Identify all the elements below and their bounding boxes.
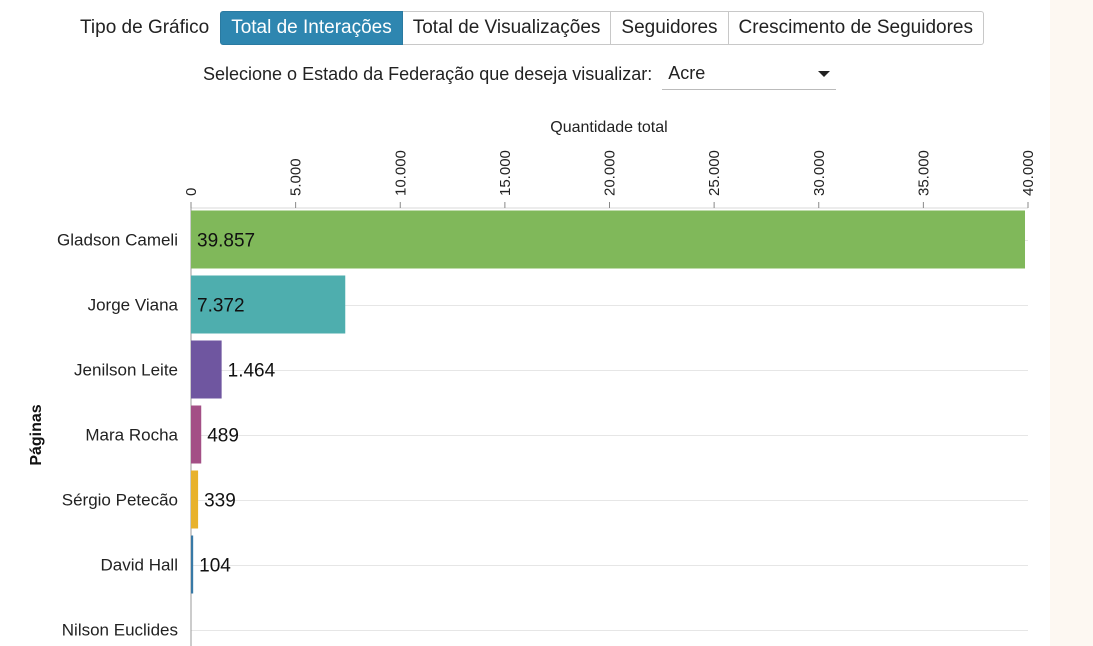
chart-type-seguidores-button[interactable]: Seguidores	[611, 11, 729, 45]
x-axis-title: Quantidade total	[550, 119, 667, 136]
x-tick-label: 30.000	[811, 150, 828, 196]
chart-type-total-interacoes-button[interactable]: Total de Interações	[220, 11, 403, 45]
category-label: David Hall	[101, 556, 178, 575]
bar-chart: Quantidade total Páginas 0 5.000 10.000 15.…	[28, 119, 1037, 646]
chart-type-button-group: Total de Interações Total de Visualizaçõ…	[220, 11, 984, 45]
state-select-value: Acre	[668, 63, 706, 83]
x-tick-label: 40.000	[1020, 150, 1037, 196]
category-labels: Gladson Cameli Jorge Viana Jenilson Leite M…	[57, 231, 178, 640]
x-tick-label: 35.000	[915, 150, 932, 196]
chart-type-label: Tipo de Gráfico	[80, 17, 210, 38]
bar-value-label: 104	[199, 556, 231, 577]
bar[interactable]	[191, 470, 199, 529]
x-tick-label: 0	[183, 188, 200, 196]
y-axis-title: Páginas	[28, 404, 45, 465]
category-label: Jenilson Leite	[74, 361, 178, 380]
chevron-down-icon	[818, 70, 831, 77]
state-filter: Selecione o Estado da Federação que dese…	[203, 58, 837, 90]
bar-value-label: 7.372	[197, 296, 245, 317]
x-tick-label: 25.000	[706, 150, 723, 196]
bar[interactable]	[191, 210, 1026, 269]
category-label: Jorge Viana	[88, 296, 179, 315]
bars	[191, 210, 1026, 594]
bar[interactable]	[191, 340, 222, 399]
x-tick-label: 5.000	[288, 158, 305, 196]
x-tick-label: 15.000	[497, 150, 514, 196]
category-label: Gladson Cameli	[57, 231, 178, 250]
x-tick-label: 20.000	[602, 150, 619, 196]
bar[interactable]	[191, 535, 194, 594]
chart-type-toolbar: Tipo de Gráfico Total de Interações Tota…	[80, 11, 984, 45]
bar[interactable]	[191, 405, 202, 464]
bar[interactable]	[191, 275, 346, 334]
x-axis-ticks: 0 5.000 10.000 15.000 20.000 25.000 30.000 35.0…	[183, 150, 1037, 208]
bar-value-label: 39.857	[197, 231, 255, 252]
bar-value-label: 339	[204, 491, 236, 512]
bar-value-label: 489	[207, 426, 239, 447]
state-select-label: Selecione o Estado da Federação que dese…	[203, 63, 653, 84]
bar-value-label: 1.464	[228, 361, 276, 382]
chart-type-crescimento-seguidores-button[interactable]: Crescimento de Seguidores	[728, 11, 984, 45]
category-label: Nilson Euclides	[62, 621, 178, 640]
chart-type-total-visualizacoes-button[interactable]: Total de Visualizações	[402, 11, 612, 45]
category-label: Sérgio Petecão	[62, 491, 178, 510]
state-select[interactable]: Acre	[662, 59, 837, 90]
right-side-panel	[1050, 0, 1093, 646]
x-tick-label: 10.000	[392, 150, 409, 196]
category-label: Mara Rocha	[85, 426, 178, 445]
value-labels: 39.857 7.372 1.464 489 339 104	[197, 231, 276, 577]
grid-lines	[190, 207, 1028, 646]
